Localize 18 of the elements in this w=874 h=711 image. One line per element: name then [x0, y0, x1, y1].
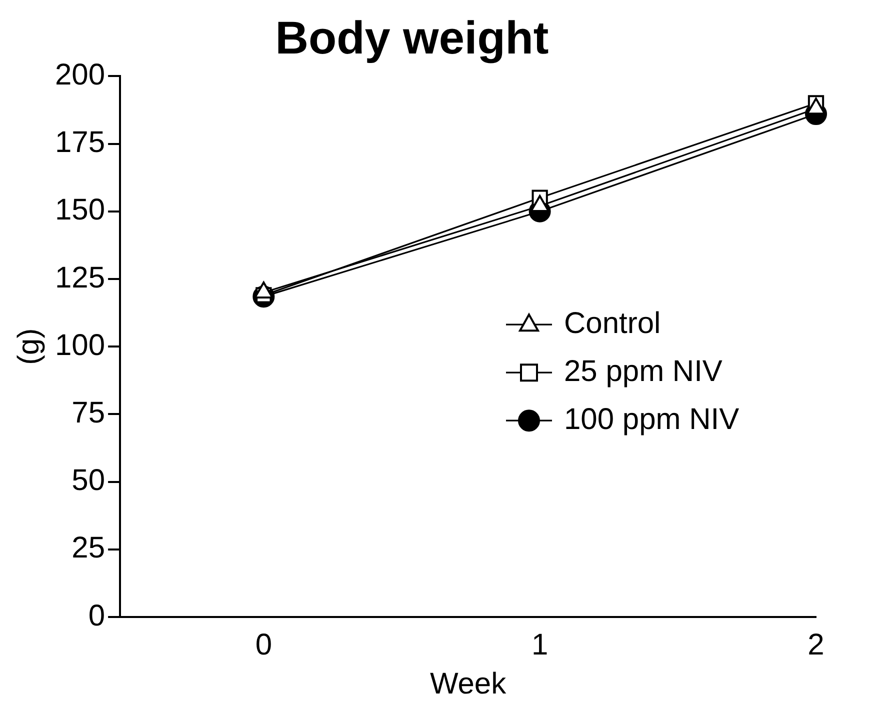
y-tick-label: 75 [72, 396, 106, 430]
y-tick-label: 175 [54, 126, 106, 160]
y-tick-label: 150 [54, 194, 106, 227]
x-tick-label: 2 [808, 628, 824, 662]
y-tick-label: 50 [72, 464, 106, 498]
y-tick-label: 125 [54, 261, 106, 294]
x-axis-title: Week [430, 667, 508, 700]
x-tick-label: 1 [531, 628, 548, 662]
y-tick-label: 100 [54, 328, 106, 362]
y-tick-label: 25 [72, 532, 106, 565]
legend-label: 100 ppm NIV [564, 402, 740, 436]
legend-label: 25 ppm NIV [564, 354, 722, 388]
y-tick-label: 0 [88, 599, 106, 632]
y-axis-title: (g) [12, 328, 46, 365]
y-tick-label: 200 [54, 58, 106, 92]
x-tick-label: 0 [255, 628, 272, 662]
legend-label: Control [564, 306, 661, 340]
chart-title: Body weight [275, 11, 549, 64]
